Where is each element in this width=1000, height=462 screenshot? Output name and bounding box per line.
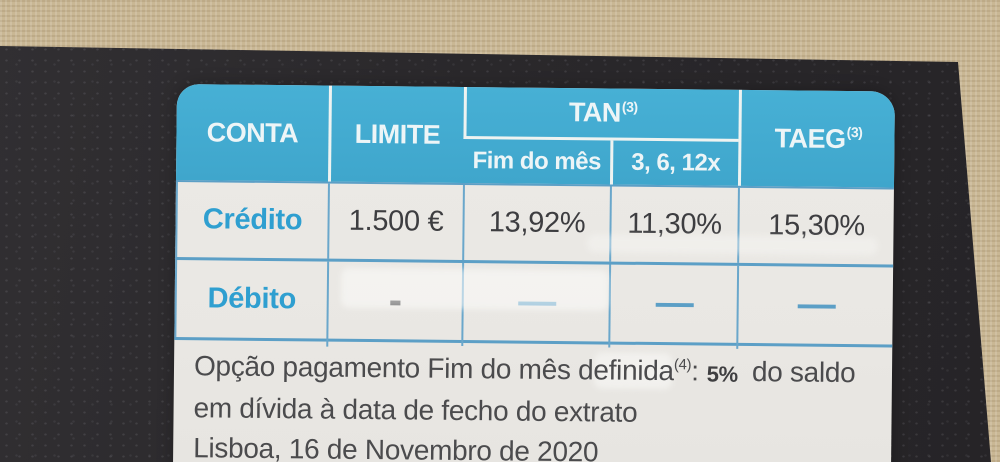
table-header: CONTA LIMITE TAN (3) Fim do mês 3, 6, 12x…: [175, 84, 895, 188]
row-label-debito: Débito: [174, 259, 328, 339]
cell-debito-3-6-12x: —: [608, 264, 738, 349]
footnote-line-1-suffix: do saldo: [751, 356, 856, 389]
col-header-fim-do-mes: Fim do mês: [463, 139, 610, 185]
footnote-colon: :: [691, 355, 699, 387]
col-header-tan-group: TAN (3): [463, 87, 739, 142]
col-header-conta-label: CONTA: [206, 116, 299, 148]
col-header-limite-label: LIMITE: [354, 118, 441, 150]
white-document-sheet: CONTA LIMITE TAN (3) Fim do mês 3, 6, 12x…: [172, 84, 895, 462]
table-body: Crédito 1.500 € 13,92% 11,30% 15,30% Déb…: [174, 179, 894, 351]
footnote-marker-4: (4): [673, 355, 692, 374]
footnote-line-1-text: Opção pagamento Fim do mês definida: [193, 350, 674, 387]
cell-credito-fim-do-mes: 13,92%: [462, 185, 610, 262]
col-header-taeg: TAEG (3): [737, 89, 895, 188]
col-header-tan-label: TAN: [568, 97, 622, 128]
col-header-3-6-12x-label: 3, 6, 12x: [631, 148, 721, 177]
cell-debito-taeg: —: [736, 265, 894, 351]
smudge-overlay: [340, 267, 610, 311]
footnote-block: Opção pagamento Fim do mês definida(4): 5…: [193, 346, 884, 462]
footnote-line-1: Opção pagamento Fim do mês definida(4): 5…: [194, 346, 884, 395]
col-header-fim-do-mes-label: Fim do mês: [472, 147, 602, 176]
col-header-conta: CONTA: [176, 84, 329, 182]
table-row-credito: Crédito 1.500 € 13,92% 11,30% 15,30%: [175, 181, 894, 268]
smudge-overlay: [587, 234, 878, 256]
row-label-credito: Crédito: [175, 181, 328, 259]
col-header-taeg-label: TAEG: [774, 122, 846, 154]
col-header-limite: LIMITE: [327, 85, 464, 184]
saldo-percentage-value: 5%: [706, 361, 739, 387]
cell-credito-limite: 1.500 €: [327, 183, 463, 260]
col-header-3-6-12x: 3, 6, 12x: [609, 140, 739, 186]
